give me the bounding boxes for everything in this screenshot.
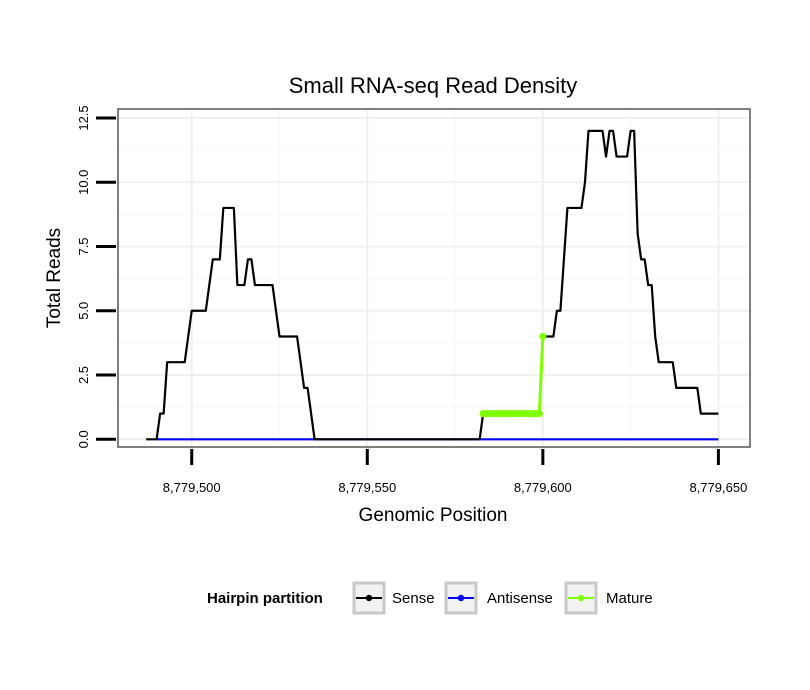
chart-title: Small RNA-seq Read Density bbox=[289, 73, 578, 98]
legend-key-point bbox=[457, 594, 465, 602]
y-tick-label: 0.0 bbox=[76, 430, 91, 448]
y-tick-label: 12.5 bbox=[76, 105, 91, 130]
point-mature bbox=[539, 332, 547, 341]
legend-label: Mature bbox=[606, 590, 653, 607]
x-axis: 8,779,500 8,779,550 8,779,600 8,779,650 bbox=[163, 449, 747, 495]
legend-label: Antisense bbox=[487, 590, 553, 607]
y-tick-label: 2.5 bbox=[76, 366, 91, 384]
plot-border bbox=[117, 108, 751, 448]
legend-title: Hairpin partition bbox=[207, 590, 323, 607]
y-tick-label: 5.0 bbox=[76, 302, 91, 320]
point-mature bbox=[535, 409, 543, 418]
plot-area bbox=[117, 108, 751, 448]
y-tick-label: 10.0 bbox=[76, 170, 91, 195]
x-tick-label: 8,779,500 bbox=[163, 480, 221, 495]
x-tick-label: 8,779,650 bbox=[689, 480, 747, 495]
legend-key-point bbox=[577, 594, 585, 602]
x-tick-label: 8,779,600 bbox=[514, 480, 572, 495]
series-line-sense bbox=[146, 206, 480, 441]
legend: Hairpin partition Sense Antisense Mature bbox=[207, 581, 653, 615]
y-axis-title: Total Reads bbox=[44, 228, 65, 328]
series-line-sense bbox=[478, 129, 719, 440]
y-axis: 0.0 2.5 5.0 7.5 10.0 12.5 bbox=[76, 105, 116, 448]
legend-label: Sense bbox=[392, 590, 435, 607]
x-axis-title: Genomic Position bbox=[359, 505, 508, 526]
y-tick-label: 7.5 bbox=[76, 237, 91, 255]
legend-item-antisense: Antisense bbox=[444, 581, 553, 615]
series-layer bbox=[146, 129, 719, 441]
legend-key-point bbox=[365, 594, 373, 602]
x-tick-label: 8,779,550 bbox=[338, 480, 396, 495]
legend-item-mature: Mature bbox=[564, 581, 653, 615]
plot-panel bbox=[118, 109, 750, 447]
legend-item-sense: Sense bbox=[352, 581, 435, 615]
